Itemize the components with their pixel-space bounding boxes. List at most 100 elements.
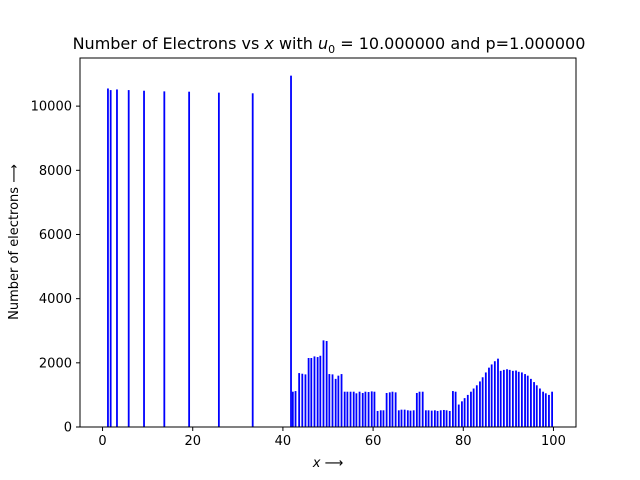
chart-title: Number of Electrons vs x with u0 = 10.00… xyxy=(73,34,586,56)
y-tick-label: 4000 xyxy=(39,292,72,307)
y-tick-label: 2000 xyxy=(39,356,72,371)
bar xyxy=(385,392,388,427)
bar xyxy=(310,358,313,427)
bar xyxy=(539,388,541,427)
bar xyxy=(439,410,442,427)
bar xyxy=(490,364,493,427)
bar xyxy=(497,358,499,427)
bar xyxy=(290,75,292,428)
bar xyxy=(502,369,505,427)
bar xyxy=(533,382,535,427)
bar xyxy=(394,392,397,427)
bar xyxy=(415,392,418,427)
bar xyxy=(454,391,457,427)
bar xyxy=(307,358,310,427)
bar xyxy=(511,370,514,427)
bar xyxy=(319,355,322,427)
bar xyxy=(526,375,529,427)
bar xyxy=(370,391,373,427)
bar xyxy=(251,93,254,428)
bar xyxy=(322,340,325,427)
bar xyxy=(409,410,412,427)
bar xyxy=(530,378,532,427)
bar xyxy=(400,409,403,427)
bar xyxy=(442,409,445,427)
bar xyxy=(412,410,415,427)
bar xyxy=(403,409,406,427)
bar xyxy=(349,391,352,427)
bar xyxy=(331,374,334,427)
bar xyxy=(481,377,484,427)
bar xyxy=(301,373,304,427)
ticks-layer: 0 20 40 60 80 100 0 2000 4000 6000 8000 10000 xyxy=(31,100,566,449)
bar xyxy=(472,388,475,427)
bar xyxy=(217,92,220,428)
bars-layer xyxy=(107,75,553,428)
bar xyxy=(291,391,294,427)
bar xyxy=(343,391,346,427)
x-tick-label: 100 xyxy=(541,434,566,449)
bar xyxy=(551,391,553,427)
bar xyxy=(304,374,307,427)
bar xyxy=(143,90,145,427)
bar xyxy=(316,357,319,427)
bar xyxy=(499,370,502,427)
bar xyxy=(364,391,367,427)
bar xyxy=(294,391,297,427)
x-axis-label: x ⟶ xyxy=(312,456,343,471)
bar xyxy=(517,371,520,427)
bar xyxy=(548,394,550,427)
x-tick-label: 60 xyxy=(365,434,382,449)
bar xyxy=(520,372,523,427)
bar xyxy=(334,378,337,427)
bar xyxy=(430,410,433,427)
bar xyxy=(542,391,544,427)
bar xyxy=(107,88,109,427)
bar xyxy=(325,341,328,427)
bar xyxy=(313,356,316,427)
bar xyxy=(373,391,376,427)
bar xyxy=(163,91,166,428)
bar xyxy=(433,410,436,427)
bar xyxy=(352,391,355,427)
bar xyxy=(508,369,511,427)
bar xyxy=(346,391,349,427)
bar xyxy=(427,410,430,427)
x-tick-label: 80 xyxy=(455,434,472,449)
bar xyxy=(479,381,481,427)
bar xyxy=(445,410,448,427)
bar xyxy=(355,393,358,427)
bar xyxy=(544,393,547,427)
y-axis-label: Number of electrons ⟶ xyxy=(7,164,22,320)
bar xyxy=(436,410,439,427)
bar xyxy=(109,90,112,427)
bar xyxy=(397,410,400,427)
bar xyxy=(391,391,394,427)
bar xyxy=(382,410,385,427)
bar xyxy=(466,394,469,427)
bar xyxy=(484,372,487,427)
bar xyxy=(328,374,331,427)
y-tick-label: 8000 xyxy=(39,164,72,179)
y-tick-label: 10000 xyxy=(31,100,72,115)
plot-frame xyxy=(79,57,577,428)
bar xyxy=(418,391,421,427)
bar xyxy=(535,385,538,427)
x-tick-label: 40 xyxy=(275,434,292,449)
bar xyxy=(376,410,379,427)
bar xyxy=(488,367,490,427)
x-tick-label: 0 xyxy=(98,434,106,449)
bar xyxy=(457,404,460,427)
bar xyxy=(379,410,382,427)
bar xyxy=(452,391,454,427)
bar xyxy=(127,90,130,427)
bar xyxy=(461,401,463,427)
bar xyxy=(361,392,364,427)
bar xyxy=(188,91,191,427)
y-tick-label: 0 xyxy=(64,421,72,436)
bar xyxy=(463,398,466,427)
bar xyxy=(116,89,118,427)
bar xyxy=(367,392,370,427)
bar xyxy=(358,391,361,427)
